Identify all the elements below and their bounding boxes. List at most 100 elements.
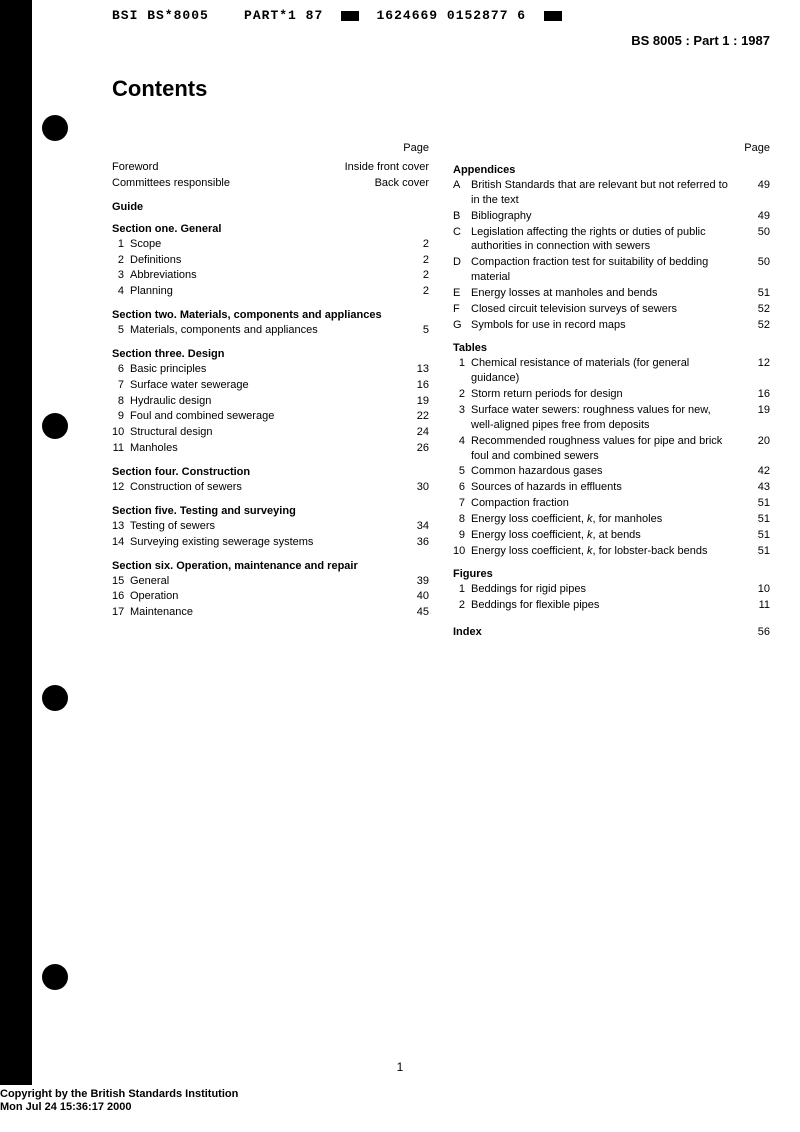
toc-entry-label: Closed circuit television surveys of sew… [471, 302, 740, 317]
header-code-part: PART*1 87 [244, 8, 323, 23]
page-title: Contents [112, 76, 780, 102]
toc-entry: 11Manholes26 [112, 441, 429, 456]
toc-entry-page: 50 [740, 255, 770, 270]
toc-entry-page: 30 [399, 480, 429, 495]
contents-columns: Page ForewordInside front coverCommittee… [52, 142, 780, 641]
toc-entry-number: G [453, 318, 471, 333]
toc-entry-label: Common hazardous gases [471, 464, 740, 479]
toc-entry: 8Hydraulic design19 [112, 394, 429, 409]
punch-hole [42, 964, 68, 990]
toc-entry-label: Storm return periods for design [471, 387, 740, 402]
toc-entry: 15General39 [112, 574, 429, 589]
toc-entry-label: Basic principles [130, 362, 399, 377]
toc-entry: 17Maintenance45 [112, 605, 429, 620]
toc-entry: 4Recommended roughness values for pipe a… [453, 434, 770, 464]
toc-entry: 7Surface water sewerage16 [112, 378, 429, 393]
toc-entry-page: 51 [740, 512, 770, 527]
toc-section-header: Section three. Design [112, 348, 429, 360]
toc-entry-label: Planning [130, 284, 399, 299]
toc-entry: 6Basic principles13 [112, 362, 429, 377]
toc-entry-number: 2 [453, 387, 471, 402]
toc-entry-page: 10 [740, 582, 770, 597]
toc-entry-label: Compaction fraction [471, 496, 740, 511]
toc-entry: EEnergy losses at manholes and bends51 [453, 286, 770, 301]
toc-entry-page: 19 [399, 394, 429, 409]
toc-entry-label: Surface water sewers: roughness values f… [471, 403, 740, 433]
toc-entry-page: 51 [740, 286, 770, 301]
toc-entry: 12Construction of sewers30 [112, 480, 429, 495]
toc-entry-label: Structural design [130, 425, 399, 440]
page-column-header: Page [453, 142, 770, 154]
toc-entry-label: Energy loss coefficient, k, at bends [471, 528, 740, 543]
toc-entry-number: 6 [112, 362, 130, 377]
header-code-part: BSI BS*8005 [112, 8, 209, 23]
toc-section-header: Guide [112, 201, 429, 213]
toc-entry-label: Energy losses at manholes and bends [471, 286, 740, 301]
toc-entry-page: 34 [399, 519, 429, 534]
toc-entry: Index56 [453, 625, 770, 640]
toc-entry-label: British Standards that are relevant but … [471, 178, 740, 208]
toc-entry-number: 13 [112, 519, 130, 534]
header-code: BSI BS*8005 PART*1 87 1624669 0152877 6 [52, 8, 780, 23]
toc-entry: 3Surface water sewers: roughness values … [453, 403, 770, 433]
toc-entry-label: Definitions [130, 253, 399, 268]
toc-section-header: Section six. Operation, maintenance and … [112, 560, 429, 572]
toc-entry: 2Storm return periods for design16 [453, 387, 770, 402]
toc-entry: 1Chemical resistance of materials (for g… [453, 356, 770, 386]
toc-entry-label: Index [453, 625, 740, 640]
toc-entry: 7Compaction fraction51 [453, 496, 770, 511]
toc-entry-number: A [453, 178, 471, 193]
toc-entry-number: 10 [112, 425, 130, 440]
toc-entry-label: Foul and combined sewerage [130, 409, 399, 424]
toc-entry-number: 7 [112, 378, 130, 393]
toc-entry-label: Compaction fraction test for suitability… [471, 255, 740, 285]
toc-entry: 9Foul and combined sewerage22 [112, 409, 429, 424]
toc-entry-label: Surface water sewerage [130, 378, 399, 393]
toc-entry-number: 4 [453, 434, 471, 449]
toc-entry-page: 56 [740, 625, 770, 640]
toc-entry-page: Inside front cover [345, 160, 429, 175]
toc-entry-page: 43 [740, 480, 770, 495]
toc-entry-number: E [453, 286, 471, 301]
header-code-part: 1624669 0152877 6 [376, 8, 526, 23]
toc-entry: GSymbols for use in record maps52 [453, 318, 770, 333]
toc-entry: 6Sources of hazards in effluents43 [453, 480, 770, 495]
toc-entry-label: Energy loss coefficient, k, for lobster-… [471, 544, 740, 559]
toc-entry: 16Operation40 [112, 589, 429, 604]
toc-entry-page: 11 [740, 598, 770, 613]
toc-entry-number: 1 [453, 582, 471, 597]
toc-entry-label: Hydraulic design [130, 394, 399, 409]
toc-entry: CLegislation affecting the rights or dut… [453, 225, 770, 255]
toc-entry: 5Materials, components and appliances5 [112, 323, 429, 338]
toc-entry-number: C [453, 225, 471, 240]
toc-entry-number: 12 [112, 480, 130, 495]
toc-section-header: Section one. General [112, 223, 429, 235]
toc-entry-page: 42 [740, 464, 770, 479]
toc-entry-page: 52 [740, 318, 770, 333]
toc-entry-page: 22 [399, 409, 429, 424]
toc-entry-number: 5 [112, 323, 130, 338]
toc-entry-page: 2 [399, 237, 429, 252]
document-page: BSI BS*8005 PART*1 87 1624669 0152877 6 … [32, 0, 800, 641]
toc-entry-page: Back cover [375, 176, 429, 191]
toc-entry-number: 10 [453, 544, 471, 559]
toc-entry-number: 9 [112, 409, 130, 424]
toc-entry: 13Testing of sewers34 [112, 519, 429, 534]
toc-entry: 14Surveying existing sewerage systems36 [112, 535, 429, 550]
toc-entry-page: 51 [740, 496, 770, 511]
toc-entry: 5Common hazardous gases42 [453, 464, 770, 479]
toc-entry-number: 1 [112, 237, 130, 252]
toc-entry-label: Construction of sewers [130, 480, 399, 495]
toc-entry-number: 6 [453, 480, 471, 495]
toc-entry-page: 51 [740, 544, 770, 559]
toc-entry-page: 2 [399, 268, 429, 283]
toc-entry: FClosed circuit television surveys of se… [453, 302, 770, 317]
toc-entry-label: Committees responsible [112, 176, 375, 191]
toc-entry-number: D [453, 255, 471, 270]
document-reference: BS 8005 : Part 1 : 1987 [52, 33, 780, 48]
toc-entry-number: 3 [112, 268, 130, 283]
toc-entry-page: 5 [399, 323, 429, 338]
toc-entry-number: 2 [112, 253, 130, 268]
toc-entry: 1Scope2 [112, 237, 429, 252]
toc-section-header: Tables [453, 342, 770, 354]
